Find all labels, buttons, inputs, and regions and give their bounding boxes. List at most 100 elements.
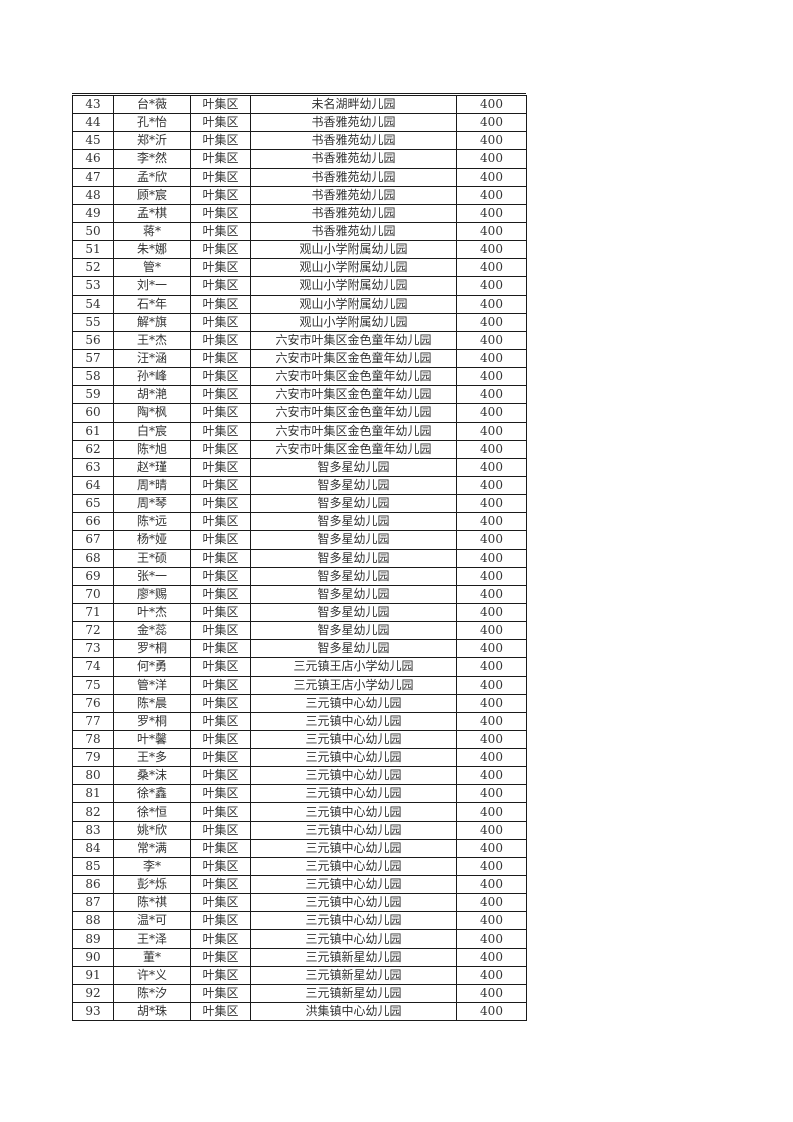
cell-student-name: 白*宸 — [113, 421, 191, 441]
cell-district: 叶集区 — [190, 149, 251, 169]
cell-kindergarten: 智多星幼儿园 — [250, 457, 457, 477]
cell-row-number: 47 — [72, 167, 114, 187]
cell-kindergarten: 智多星幼儿园 — [250, 621, 457, 641]
cell-student-name: 刘*一 — [113, 276, 191, 296]
cell-row-number: 54 — [72, 294, 114, 314]
cell-row-number: 69 — [72, 566, 114, 586]
table-row: 62 陈*旭 叶集区 六安市叶集区金色童年幼儿园 400 — [72, 439, 527, 459]
cell-district: 叶集区 — [190, 348, 251, 369]
cell-row-number: 92 — [72, 983, 114, 1004]
cell-row-number: 65 — [72, 494, 114, 514]
table-row: 79 王*多 叶集区 三元镇中心幼儿园 400 — [72, 748, 527, 768]
cell-district: 叶集区 — [190, 711, 251, 731]
cell-district: 叶集区 — [190, 457, 251, 477]
cell-district: 叶集区 — [190, 312, 251, 332]
cell-amount: 400 — [456, 294, 527, 314]
cell-student-name: 解*旗 — [113, 312, 191, 332]
cell-kindergarten: 六安市叶集区金色童年幼儿园 — [250, 421, 457, 441]
cell-amount: 400 — [456, 893, 527, 913]
table-row: 89 王*泽 叶集区 三元镇中心幼儿园 400 — [72, 929, 527, 949]
table-row: 91 许*义 叶集区 三元镇新星幼儿园 400 — [72, 965, 527, 985]
cell-kindergarten: 智多星幼儿园 — [250, 494, 457, 514]
cell-district: 叶集区 — [190, 911, 251, 931]
table-row: 71 叶*杰 叶集区 智多星幼儿园 400 — [72, 602, 527, 623]
cell-kindergarten: 六安市叶集区金色童年幼儿园 — [250, 348, 457, 369]
table-row: 68 王*硕 叶集区 智多星幼儿园 400 — [72, 548, 527, 568]
cell-amount: 400 — [456, 221, 527, 242]
cell-kindergarten: 三元镇中心幼儿园 — [250, 911, 457, 931]
cell-student-name: 孟*棋 — [113, 203, 191, 223]
cell-amount: 400 — [456, 929, 527, 949]
cell-district: 叶集区 — [190, 548, 251, 568]
cell-district: 叶集区 — [190, 276, 251, 296]
table-row: 73 罗*桐 叶集区 智多星幼儿园 400 — [72, 639, 527, 659]
cell-kindergarten: 观山小学附属幼儿园 — [250, 258, 457, 278]
cell-district: 叶集区 — [190, 367, 251, 387]
cell-row-number: 44 — [72, 113, 114, 133]
cell-student-name: 蒋* — [113, 221, 191, 242]
cell-district: 叶集区 — [190, 113, 251, 133]
cell-student-name: 张*一 — [113, 566, 191, 586]
cell-district: 叶集区 — [190, 221, 251, 242]
cell-kindergarten: 书香雅苑幼儿园 — [250, 131, 457, 151]
cell-kindergarten: 三元镇王店小学幼儿园 — [250, 657, 457, 677]
cell-student-name: 王*杰 — [113, 330, 191, 350]
table-row: 88 温*可 叶集区 三元镇中心幼儿园 400 — [72, 911, 527, 931]
cell-amount: 400 — [456, 875, 527, 895]
cell-row-number: 60 — [72, 403, 114, 423]
cell-row-number: 62 — [72, 439, 114, 459]
cell-kindergarten: 书香雅苑幼儿园 — [250, 149, 457, 169]
cell-row-number: 75 — [72, 675, 114, 695]
cell-row-number: 86 — [72, 875, 114, 895]
cell-row-number: 50 — [72, 221, 114, 242]
cell-row-number: 80 — [72, 766, 114, 786]
cell-district: 叶集区 — [190, 802, 251, 822]
cell-row-number: 71 — [72, 602, 114, 623]
cell-kindergarten: 观山小学附属幼儿园 — [250, 240, 457, 260]
table-row: 50 蒋* 叶集区 书香雅苑幼儿园 400 — [72, 221, 527, 242]
cell-amount: 400 — [456, 711, 527, 731]
cell-amount: 400 — [456, 1002, 527, 1022]
cell-student-name: 王*多 — [113, 748, 191, 768]
cell-row-number: 45 — [72, 131, 114, 151]
cell-student-name: 常*满 — [113, 838, 191, 858]
table-row: 83 姚*欣 叶集区 三元镇中心幼儿园 400 — [72, 820, 527, 840]
cell-row-number: 79 — [72, 748, 114, 768]
cell-kindergarten: 智多星幼儿园 — [250, 512, 457, 532]
cell-row-number: 93 — [72, 1002, 114, 1022]
cell-amount: 400 — [456, 330, 527, 350]
cell-kindergarten: 三元镇中心幼儿园 — [250, 820, 457, 840]
cell-student-name: 罗*桐 — [113, 711, 191, 731]
cell-amount: 400 — [456, 766, 527, 786]
cell-amount: 400 — [456, 784, 527, 804]
cell-amount: 400 — [456, 693, 527, 713]
cell-student-name: 王*硕 — [113, 548, 191, 568]
cell-student-name: 桑*沫 — [113, 766, 191, 786]
cell-district: 叶集区 — [190, 820, 251, 840]
cell-amount: 400 — [456, 584, 527, 604]
cell-amount: 400 — [456, 947, 527, 967]
cell-student-name: 胡*滟 — [113, 385, 191, 405]
cell-district: 叶集区 — [190, 784, 251, 804]
cell-kindergarten: 三元镇新星幼儿园 — [250, 983, 457, 1004]
cell-district: 叶集区 — [190, 929, 251, 949]
cell-district: 叶集区 — [190, 584, 251, 604]
cell-amount: 400 — [456, 421, 527, 441]
cell-district: 叶集区 — [190, 602, 251, 623]
cell-student-name: 王*泽 — [113, 929, 191, 949]
table-row: 77 罗*桐 叶集区 三元镇中心幼儿园 400 — [72, 711, 527, 731]
cell-district: 叶集区 — [190, 983, 251, 1004]
cell-amount: 400 — [456, 983, 527, 1004]
cell-student-name: 管*洋 — [113, 675, 191, 695]
cell-kindergarten: 未名湖畔幼儿园 — [250, 94, 457, 115]
cell-row-number: 84 — [72, 838, 114, 858]
cell-amount: 400 — [456, 530, 527, 550]
cell-student-name: 许*义 — [113, 965, 191, 985]
cell-district: 叶集区 — [190, 965, 251, 985]
table-row: 67 杨*娅 叶集区 智多星幼儿园 400 — [72, 530, 527, 550]
cell-district: 叶集区 — [190, 838, 251, 858]
cell-row-number: 74 — [72, 657, 114, 677]
table-row: 60 陶*枫 叶集区 六安市叶集区金色童年幼儿园 400 — [72, 403, 527, 423]
cell-kindergarten: 观山小学附属幼儿园 — [250, 312, 457, 332]
cell-student-name: 廖*赐 — [113, 584, 191, 604]
